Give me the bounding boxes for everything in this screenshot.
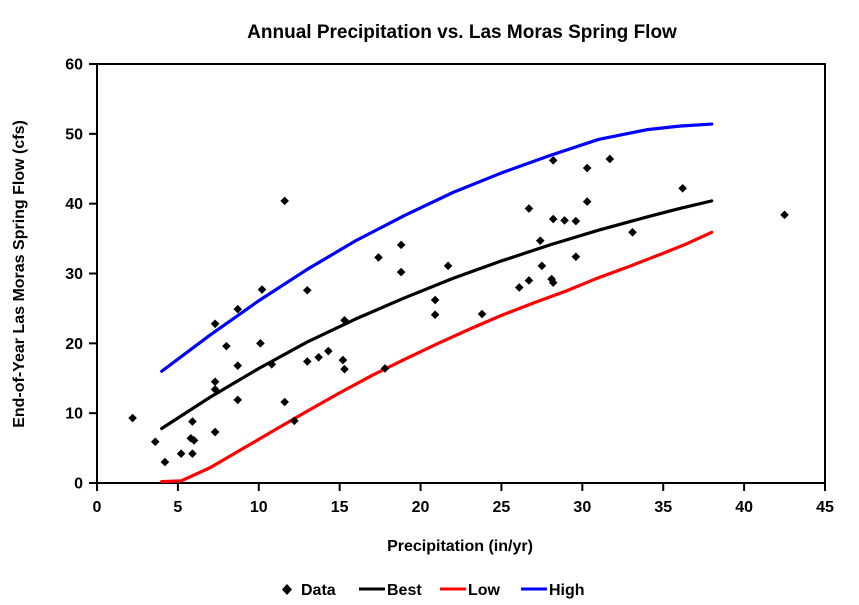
data-point — [338, 355, 348, 365]
data-point — [176, 449, 186, 458]
x-tick-label: 15 — [331, 499, 349, 516]
curve-low — [160, 230, 714, 484]
data-point — [548, 214, 558, 224]
data-point — [374, 253, 383, 262]
y-tick-label: 0 — [74, 476, 83, 493]
y-tick-label: 30 — [65, 266, 83, 283]
data-point — [210, 377, 220, 387]
y-axis-title: End-of-Year Las Moras Spring Flow (cfs) — [11, 120, 28, 428]
x-tick-label: 20 — [412, 499, 430, 516]
data-point — [188, 449, 197, 458]
data-point — [535, 236, 545, 245]
data-point — [303, 357, 312, 366]
data-point — [524, 204, 534, 213]
x-tick-label: 40 — [735, 499, 753, 516]
data-point — [150, 437, 160, 447]
x-tick-label: 45 — [816, 499, 834, 516]
data-point — [477, 309, 487, 319]
data-point — [280, 196, 289, 206]
data-point — [524, 276, 534, 285]
y-tick-label: 20 — [65, 336, 83, 353]
data-point — [678, 184, 687, 193]
chart-title: Annual Precipitation vs. Las Moras Sprin… — [247, 22, 677, 43]
data-point — [290, 416, 299, 426]
curve-best — [160, 199, 714, 431]
data-point — [548, 278, 558, 287]
data-point — [514, 283, 524, 292]
data-point — [233, 395, 243, 405]
legend-label-high: High — [549, 582, 585, 599]
data-point — [256, 339, 265, 348]
data-point — [443, 261, 453, 271]
data-point — [189, 436, 199, 445]
legend-data-marker-icon — [282, 584, 292, 595]
data-point — [605, 154, 615, 164]
data-point — [210, 427, 220, 437]
data-point — [582, 163, 592, 173]
data-point — [340, 315, 349, 325]
data-point — [430, 295, 440, 305]
data-point — [537, 261, 547, 271]
data-point — [210, 319, 220, 329]
data-point — [582, 197, 592, 206]
data-point — [560, 216, 569, 225]
data-point — [233, 361, 243, 370]
legend-label-best: Best — [387, 582, 422, 599]
data-point — [571, 252, 581, 262]
legend-label-low: Low — [468, 582, 501, 599]
y-tick-label: 50 — [65, 126, 83, 143]
x-tick-label: 10 — [250, 499, 268, 516]
legend-label-data: Data — [301, 582, 336, 599]
data-point — [340, 364, 349, 374]
legend: Data Best Low High — [282, 582, 585, 599]
data-point — [222, 341, 231, 351]
x-tick-label: 5 — [173, 499, 182, 516]
data-point — [267, 359, 277, 369]
data-point — [314, 353, 323, 362]
x-axis-title: Precipitation (in/yr) — [387, 538, 533, 555]
data-point — [280, 397, 289, 407]
plot-border — [96, 63, 826, 484]
plot-area: 0 5 10 15 20 25 30 35 40 45 0 10 20 30 40 50 60 — [65, 57, 834, 517]
data-point — [233, 304, 243, 314]
data-point — [396, 240, 406, 250]
data-point — [548, 156, 558, 165]
data-point — [160, 457, 170, 467]
y-tick-label: 60 — [65, 57, 83, 74]
data-point — [188, 417, 197, 426]
y-tick-label: 40 — [65, 196, 83, 213]
x-tick-label: 35 — [654, 499, 672, 516]
curve-high — [160, 122, 714, 373]
data-point — [210, 385, 220, 394]
data-point — [303, 285, 312, 295]
data-point — [396, 267, 406, 277]
x-tick-label: 30 — [573, 499, 591, 516]
data-point — [324, 346, 333, 356]
data-point — [257, 285, 267, 294]
y-tick-label: 10 — [65, 406, 83, 423]
data-point — [628, 227, 637, 237]
x-tick-label: 0 — [93, 499, 102, 516]
data-point — [780, 210, 789, 220]
x-tick-label: 25 — [493, 499, 511, 516]
data-point — [571, 216, 581, 226]
data-point — [128, 413, 137, 423]
data-point — [380, 364, 390, 373]
data-point — [430, 310, 440, 320]
